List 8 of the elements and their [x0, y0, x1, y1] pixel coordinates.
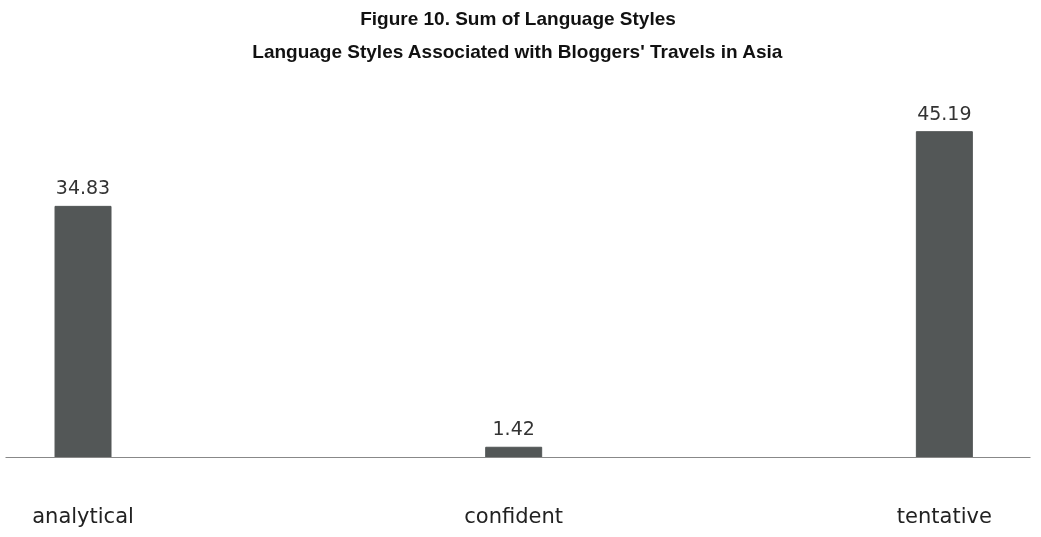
x-tick-label: tentative	[896, 503, 992, 528]
x-tick-label: analytical	[32, 503, 134, 528]
chart-subtitle: Language Styles Associated with Bloggers' Travels in Asia	[252, 40, 783, 62]
chart-title: Figure 10. Sum of Language Styles	[360, 7, 676, 29]
data-label: 45.19	[917, 101, 972, 124]
data-label: 34.83	[55, 176, 111, 199]
data-label: 1.42	[492, 417, 535, 440]
x-tick-label: confident	[464, 503, 564, 528]
